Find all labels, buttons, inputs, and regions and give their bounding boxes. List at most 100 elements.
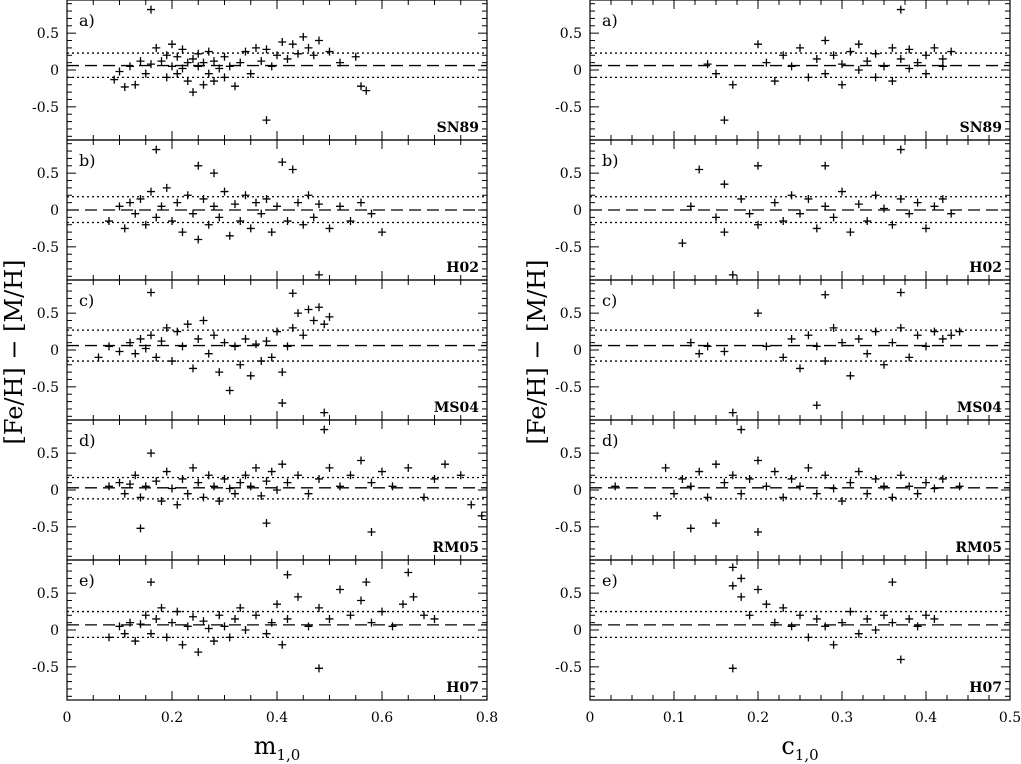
data-point <box>215 213 224 222</box>
data-point <box>821 622 830 631</box>
y-tick-label: 0.5 <box>37 306 59 322</box>
data-point <box>152 614 161 623</box>
data-point <box>262 45 271 54</box>
data-point <box>754 456 762 465</box>
data-point <box>294 49 302 58</box>
data-point <box>703 342 712 351</box>
x-axis-label-right-sub: 1,0 <box>795 746 819 764</box>
data-point <box>880 360 888 369</box>
data-point <box>252 198 260 207</box>
data-point <box>294 309 302 318</box>
data-point <box>388 622 397 631</box>
data-point <box>955 327 964 336</box>
data-point <box>141 220 150 229</box>
data-point <box>152 213 161 222</box>
data-point <box>315 303 323 312</box>
data-point <box>178 342 187 351</box>
data-point <box>938 334 947 343</box>
data-point <box>712 460 720 469</box>
data-point <box>922 611 930 620</box>
data-point <box>703 60 712 69</box>
data-point <box>231 200 239 209</box>
data-point <box>854 200 863 209</box>
data-point <box>737 194 746 203</box>
panel-left-sn89: -0.5 0 0.5 a) SN89 <box>32 0 488 141</box>
data-point <box>194 49 203 58</box>
panel-left-h07: -0.5 0 0.5 0 0.2 0.4 0.6 0.8 e) H07 <box>32 559 498 726</box>
data-point <box>930 43 939 52</box>
panel-frame <box>66 279 488 421</box>
data-point <box>288 40 297 49</box>
y-axis-label-right: [Fe/H] − [M/H] <box>523 260 551 445</box>
data-point <box>762 342 771 351</box>
data-point <box>162 73 171 82</box>
data-point <box>157 337 166 346</box>
data-point <box>120 224 129 233</box>
data-point <box>283 54 292 63</box>
data-point <box>283 570 292 579</box>
data-point <box>880 482 888 491</box>
data-point <box>367 528 376 536</box>
data-point <box>262 194 271 203</box>
data-point <box>304 191 313 200</box>
data-point <box>157 57 166 66</box>
data-point <box>905 45 914 54</box>
data-point <box>896 323 905 332</box>
survey-label: MS04 <box>434 400 479 416</box>
data-point <box>162 323 171 332</box>
data-point <box>357 198 365 207</box>
panel-frame <box>589 0 1011 141</box>
data-point <box>653 511 662 520</box>
data-point <box>913 331 922 340</box>
data-point <box>304 489 313 498</box>
data-point <box>236 603 245 612</box>
data-point <box>115 67 124 76</box>
data-point <box>220 622 229 631</box>
data-point <box>262 629 271 638</box>
data-point <box>105 217 113 226</box>
data-point <box>787 474 796 483</box>
data-point <box>152 43 161 52</box>
panel-label: e) <box>602 571 618 590</box>
data-point <box>804 633 813 642</box>
data-point <box>189 364 197 373</box>
data-point <box>880 204 888 213</box>
data-point <box>210 482 218 491</box>
data-point <box>173 500 182 509</box>
data-point <box>173 327 182 336</box>
data-point <box>162 467 171 476</box>
y-tick-label: -0.5 <box>32 100 59 116</box>
data-point <box>309 51 318 60</box>
y-tick-label: -0.5 <box>555 100 582 116</box>
data-point <box>152 145 161 154</box>
data-point <box>210 637 218 646</box>
data-point <box>241 626 250 634</box>
data-point <box>430 474 439 483</box>
y-tick-label: 0 <box>573 203 582 219</box>
data-point <box>120 629 129 638</box>
data-point <box>147 60 155 69</box>
data-point <box>178 640 187 649</box>
data-point <box>189 612 197 621</box>
data-point <box>105 633 113 642</box>
y-tick-label: 0 <box>50 63 59 79</box>
data-point <box>246 224 255 233</box>
data-point <box>896 471 905 480</box>
data-point <box>846 607 855 616</box>
data-point <box>812 224 821 233</box>
survey-label: SN89 <box>960 120 1002 136</box>
data-point <box>863 57 872 66</box>
data-point <box>273 202 281 211</box>
x-axis-label-left-main: m <box>254 732 277 760</box>
data-point <box>930 614 939 623</box>
data-point <box>930 484 939 493</box>
panel-label: a) <box>79 11 95 30</box>
data-point <box>930 327 939 336</box>
x-tick-label: 0.6 <box>371 710 393 726</box>
data-point <box>854 467 863 476</box>
x-axis-label-right-main: c <box>781 732 794 760</box>
data-point <box>241 334 250 343</box>
y-tick-label: 0.5 <box>560 166 582 182</box>
data-point <box>871 49 880 58</box>
data-point <box>304 305 313 314</box>
